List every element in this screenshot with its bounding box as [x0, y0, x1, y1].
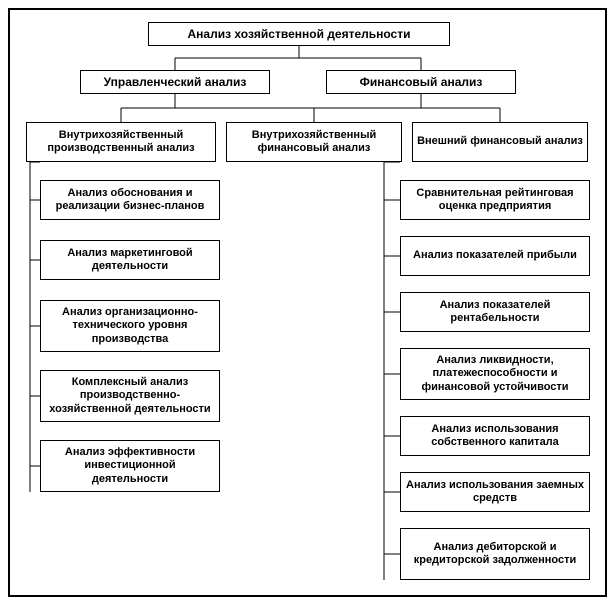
node-label: Анализ дебиторской и кредиторской задолж…: [405, 541, 585, 567]
node-label: Анализ показателей прибыли: [405, 249, 585, 262]
node-r3: Анализ показателей рентабельности: [400, 292, 590, 332]
node-mgmt: Управленческий анализ: [80, 70, 270, 94]
node-l2: Анализ маркетинговой деятельности: [40, 240, 220, 280]
node-r5: Анализ использования собственного капита…: [400, 416, 590, 456]
node-label: Финансовый анализ: [331, 75, 511, 89]
node-label: Анализ использования заемных средств: [405, 479, 585, 505]
node-label: Анализ хозяйственной деятельности: [153, 27, 445, 41]
node-root: Анализ хозяйственной деятельности: [148, 22, 450, 46]
node-label: Анализ ликвидности, платежеспособности и…: [405, 354, 585, 394]
node-label: Комплексный анализ производственно-хозяй…: [45, 376, 215, 416]
node-label: Анализ маркетинговой деятельности: [45, 247, 215, 273]
node-r1: Сравнительная рейтинговая оценка предпри…: [400, 180, 590, 220]
node-c1: Внутрихозяйственный производственный ана…: [26, 122, 216, 162]
node-c2: Внутрихозяйственный финансовый анализ: [226, 122, 402, 162]
node-l5: Анализ эффективности инвестиционной деят…: [40, 440, 220, 492]
node-fin: Финансовый анализ: [326, 70, 516, 94]
node-label: Анализ организационно-технического уровн…: [45, 306, 215, 346]
node-label: Внутрихозяйственный производственный ана…: [31, 129, 211, 155]
node-label: Анализ показателей рентабельности: [405, 299, 585, 325]
node-r2: Анализ показателей прибыли: [400, 236, 590, 276]
node-label: Сравнительная рейтинговая оценка предпри…: [405, 187, 585, 213]
node-label: Внешний финансовый анализ: [417, 135, 583, 148]
node-label: Анализ обоснования и реализации бизнес-п…: [45, 187, 215, 213]
node-label: Управленческий анализ: [85, 75, 265, 89]
node-r6: Анализ использования заемных средств: [400, 472, 590, 512]
node-l4: Комплексный анализ производственно-хозяй…: [40, 370, 220, 422]
node-l1: Анализ обоснования и реализации бизнес-п…: [40, 180, 220, 220]
node-label: Анализ эффективности инвестиционной деят…: [45, 446, 215, 486]
node-r7: Анализ дебиторской и кредиторской задолж…: [400, 528, 590, 580]
node-label: Внутрихозяйственный финансовый анализ: [231, 129, 397, 155]
node-c3: Внешний финансовый анализ: [412, 122, 588, 162]
node-r4: Анализ ликвидности, платежеспособности и…: [400, 348, 590, 400]
node-l3: Анализ организационно-технического уровн…: [40, 300, 220, 352]
node-label: Анализ использования собственного капита…: [405, 423, 585, 449]
